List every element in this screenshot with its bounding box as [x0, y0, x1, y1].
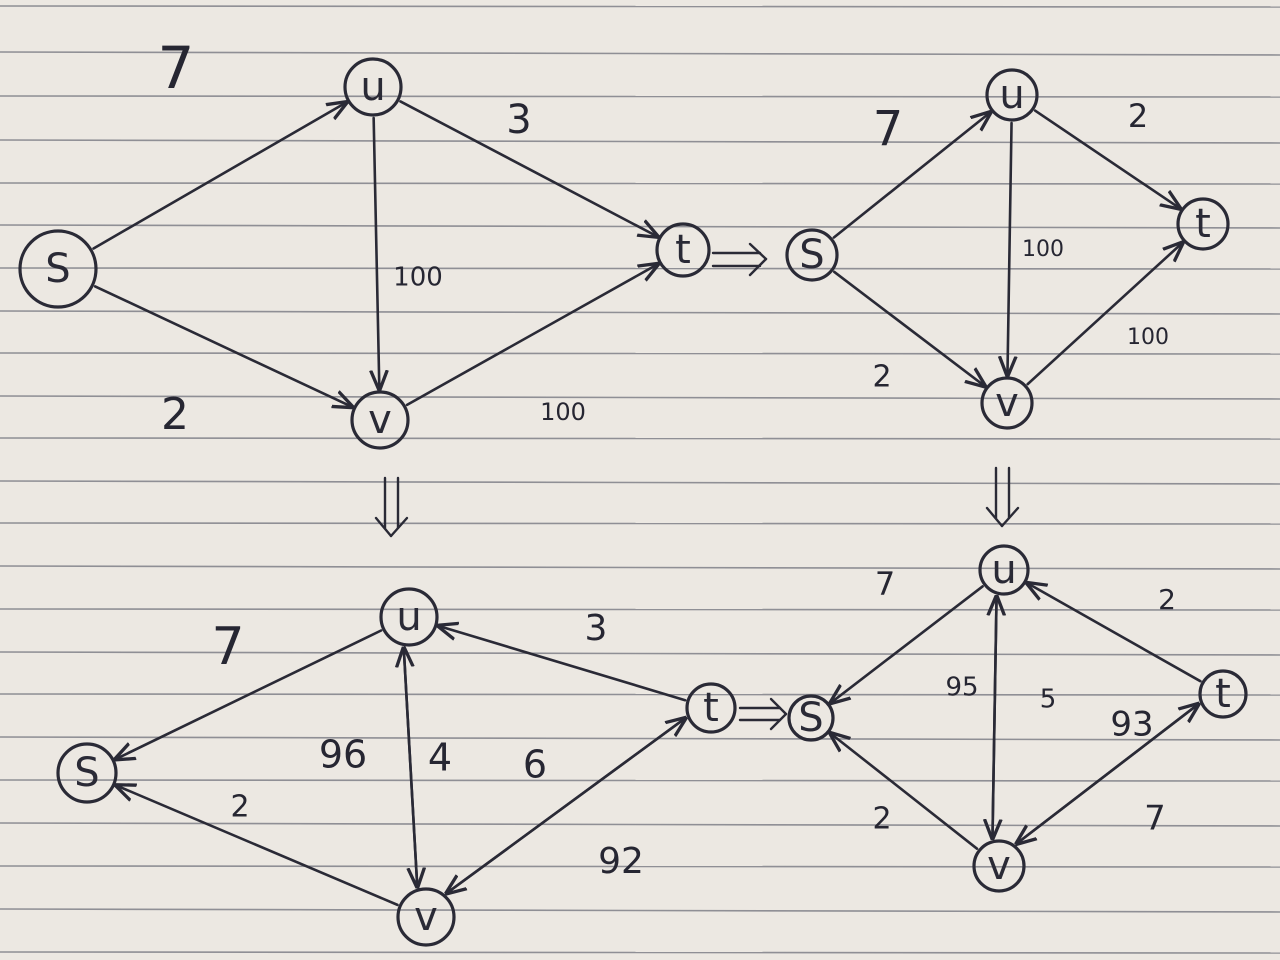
edge-label-t-u: 2 — [1158, 583, 1176, 616]
edge-label-v-t: 100 — [540, 398, 586, 426]
node-label-u: u — [360, 64, 385, 110]
edge-label-u-v: 100 — [1022, 237, 1064, 262]
edge-label-u-s: 7 — [875, 565, 895, 603]
node-s: S — [787, 694, 835, 742]
node-u: u — [985, 68, 1039, 122]
transition-arrow-p1-to-p3 — [374, 476, 409, 538]
node-label-u: u — [396, 594, 421, 640]
node-label-u: u — [999, 72, 1024, 118]
node-u: u — [978, 544, 1030, 596]
node-v: v — [396, 887, 456, 947]
transition-arrow-p1-to-p2 — [711, 242, 768, 277]
edge-v-s — [116, 786, 399, 907]
edge-v-u — [992, 597, 996, 840]
node-label-t: t — [1195, 201, 1211, 247]
node-label-t: t — [675, 227, 691, 273]
node-t: t — [1198, 669, 1248, 719]
edge-label-v-u: 5 — [1040, 685, 1057, 715]
edge-label-u-v: 96 — [319, 733, 367, 777]
graph-panel-p3: 7 3 96 4 2 6 92 Su v t — [56, 587, 737, 947]
node-label-s: S — [799, 232, 824, 278]
node-s: S — [785, 228, 839, 282]
edge-v-t — [1015, 704, 1198, 845]
edge-s-v — [833, 270, 984, 386]
graph-panel-p1: 7 3 100 2 100 Su v t — [18, 34, 711, 450]
edge-s-u — [832, 112, 990, 239]
edge-label-t-v: 6 — [523, 743, 547, 787]
transition-arrow-p2-to-p4 — [985, 466, 1020, 528]
edge-label-v-s: 2 — [872, 802, 891, 837]
edge-u-t — [399, 100, 657, 236]
node-label-t: t — [1215, 671, 1231, 717]
node-label-s: S — [45, 246, 70, 292]
edge-label-s-v: 2 — [161, 389, 189, 440]
edge-label-u-t: 2 — [1128, 97, 1148, 135]
transition-arrow-p3-to-p4 — [738, 697, 788, 731]
node-label-v: v — [368, 397, 392, 443]
edge-label-v-t: 100 — [1127, 325, 1169, 350]
edge-u-t — [1033, 109, 1180, 209]
graph-panel-p2: 7 2 100 2 100 Su v t — [785, 68, 1230, 430]
node-s: S — [18, 229, 98, 309]
edge-label-v-t: 92 — [598, 841, 644, 882]
edge-s-u — [92, 103, 347, 250]
edge-u-v — [1007, 121, 1011, 375]
edge-label-s-u: 7 — [873, 101, 904, 157]
node-v: v — [972, 839, 1026, 893]
edge-u-s — [831, 585, 984, 702]
edge-v-u — [404, 648, 419, 888]
edge-label-v-s: 2 — [230, 790, 249, 825]
node-t: t — [1176, 197, 1230, 251]
edge-s-v — [93, 285, 352, 406]
node-label-v: v — [987, 843, 1011, 889]
edge-v-s — [831, 733, 979, 850]
edge-v-t — [405, 264, 658, 407]
node-label-v: v — [414, 894, 438, 940]
edge-t-u — [1027, 583, 1202, 683]
edge-label-v-t: 93 — [1110, 705, 1153, 745]
edge-label-u-s: 7 — [211, 617, 244, 677]
ruled-lines — [0, 5, 1280, 954]
edge-t-u — [439, 626, 687, 702]
edge-label-s-u: 7 — [158, 34, 195, 102]
edge-label-u-t: 3 — [506, 97, 531, 143]
node-label-v: v — [995, 380, 1019, 426]
node-t: t — [655, 222, 711, 278]
node-v: v — [980, 376, 1034, 430]
edge-label-s-v: 2 — [872, 360, 891, 395]
node-label-s: S — [798, 695, 823, 741]
graph-panel-p4: 7 2 95 5 2 7 93 Su v t — [787, 544, 1248, 893]
node-t: t — [685, 682, 737, 734]
edge-u-s — [116, 629, 383, 760]
node-label-u: u — [991, 547, 1016, 593]
node-s: S — [56, 742, 118, 804]
node-u: u — [379, 587, 439, 647]
edge-label-v-u: 4 — [428, 736, 452, 780]
node-label-t: t — [703, 685, 719, 731]
edge-v-t — [445, 718, 685, 895]
edge-v-t — [1026, 243, 1183, 386]
node-u: u — [343, 57, 403, 117]
edge-u-v — [374, 116, 380, 389]
edge-label-u-v: 95 — [945, 673, 978, 703]
edge-label-t-v: 7 — [1144, 799, 1166, 839]
edge-label-u-v: 100 — [393, 263, 443, 293]
node-v: v — [350, 390, 410, 450]
node-label-s: S — [74, 750, 99, 796]
edge-label-t-u: 3 — [585, 608, 608, 649]
